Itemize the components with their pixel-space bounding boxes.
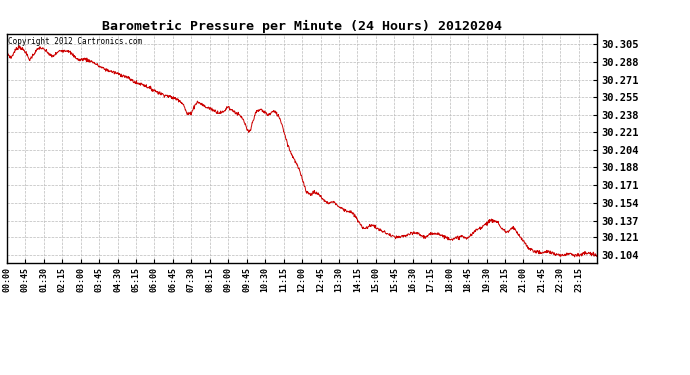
Title: Barometric Pressure per Minute (24 Hours) 20120204: Barometric Pressure per Minute (24 Hours… bbox=[102, 20, 502, 33]
Text: Copyright 2012 Cartronics.com: Copyright 2012 Cartronics.com bbox=[8, 37, 142, 46]
